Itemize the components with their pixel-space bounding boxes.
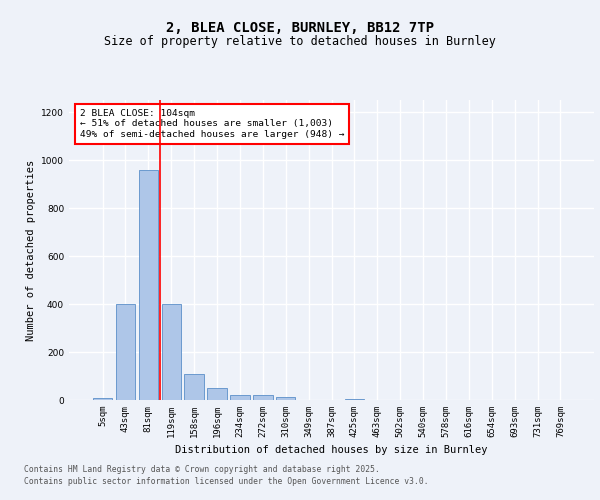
Bar <box>208 388 227 400</box>
Bar <box>139 170 158 400</box>
Bar <box>344 399 364 400</box>
Bar <box>253 395 272 400</box>
Bar <box>161 304 181 400</box>
Bar <box>184 374 204 400</box>
Text: 2 BLEA CLOSE: 104sqm
← 51% of detached houses are smaller (1,003)
49% of semi-de: 2 BLEA CLOSE: 104sqm ← 51% of detached h… <box>79 109 344 139</box>
Text: Contains public sector information licensed under the Open Government Licence v3: Contains public sector information licen… <box>24 476 428 486</box>
Bar <box>276 397 295 400</box>
X-axis label: Distribution of detached houses by size in Burnley: Distribution of detached houses by size … <box>175 446 488 456</box>
Y-axis label: Number of detached properties: Number of detached properties <box>26 160 35 340</box>
Bar <box>93 398 112 400</box>
Text: Size of property relative to detached houses in Burnley: Size of property relative to detached ho… <box>104 34 496 48</box>
Text: 2, BLEA CLOSE, BURNLEY, BB12 7TP: 2, BLEA CLOSE, BURNLEY, BB12 7TP <box>166 20 434 34</box>
Text: Contains HM Land Registry data © Crown copyright and database right 2025.: Contains HM Land Registry data © Crown c… <box>24 464 380 473</box>
Bar <box>230 394 250 400</box>
Bar <box>116 304 135 400</box>
